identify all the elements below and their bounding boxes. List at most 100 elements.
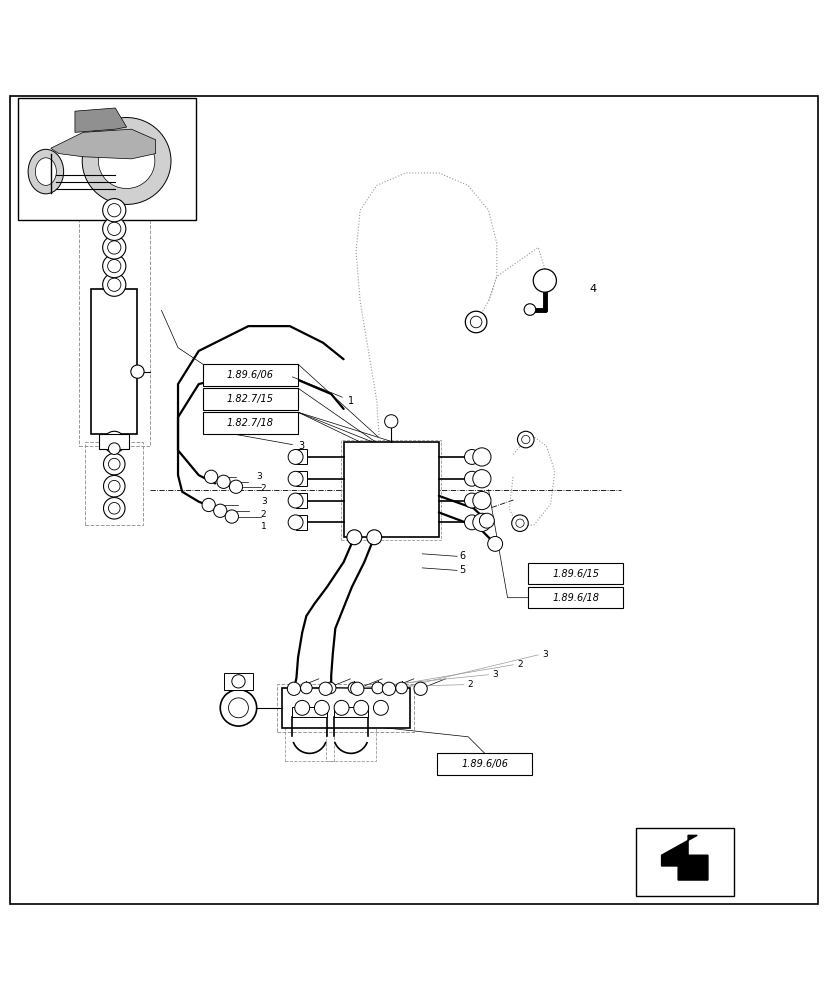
Text: 1.89.6/18: 1.89.6/18 [552,593,599,603]
Bar [292,707,327,717]
Circle shape [228,698,248,718]
Circle shape [382,682,395,695]
Text: 6: 6 [459,551,465,561]
Text: 2: 2 [261,484,266,493]
Bar [203,412,298,434]
Circle shape [204,470,218,483]
Circle shape [108,222,121,235]
Circle shape [103,236,126,259]
Circle shape [108,502,120,514]
Bar [295,471,307,486]
Circle shape [288,471,303,486]
Circle shape [479,513,494,528]
Circle shape [366,530,381,545]
Bar [99,434,129,449]
Circle shape [232,675,245,688]
Text: 1.89.6/06: 1.89.6/06 [461,759,508,769]
Text: 2: 2 [467,680,473,689]
Circle shape [229,480,242,493]
Bar [333,707,368,717]
Bar [341,440,441,540]
Circle shape [395,682,407,694]
Bar [295,493,307,508]
Circle shape [287,682,300,695]
Ellipse shape [28,149,64,194]
Circle shape [225,510,238,523]
Text: 1.82.7/15: 1.82.7/15 [227,394,274,404]
Circle shape [288,515,303,530]
Circle shape [108,204,121,217]
Bar [203,364,298,386]
Circle shape [470,316,481,328]
Circle shape [347,530,361,545]
Circle shape [202,498,215,512]
Bar [18,98,196,220]
Circle shape [217,475,230,488]
Circle shape [472,513,490,531]
Bar [343,442,438,537]
Circle shape [472,470,490,488]
Bar [326,707,375,761]
Bar [284,707,334,761]
Circle shape [300,682,312,694]
Text: 1.89.6/06: 1.89.6/06 [227,370,274,380]
Circle shape [373,700,388,715]
Circle shape [108,241,121,254]
Circle shape [517,431,533,448]
Bar [79,210,150,446]
Circle shape [288,449,303,464]
Circle shape [350,682,364,695]
Text: 3: 3 [492,670,498,679]
Circle shape [464,471,479,486]
Text: 3: 3 [234,434,304,451]
Circle shape [103,254,126,278]
Circle shape [464,449,479,464]
Circle shape [108,259,121,273]
Bar [528,587,623,608]
Circle shape [348,682,360,694]
Text: 3: 3 [261,497,266,506]
Bar [295,449,307,464]
Circle shape [103,431,125,453]
Circle shape [515,519,523,527]
Circle shape [384,415,397,428]
Text: 1.82.7/18: 1.82.7/18 [227,418,274,428]
Polygon shape [661,835,707,880]
Polygon shape [50,129,155,159]
Circle shape [414,682,427,695]
Circle shape [131,365,144,378]
Circle shape [324,682,336,694]
Circle shape [103,453,125,475]
Circle shape [108,458,120,470]
Bar [277,684,414,732]
Bar [203,388,298,410]
Text: 3: 3 [256,472,262,481]
Circle shape [294,700,309,715]
Circle shape [334,700,349,715]
Ellipse shape [82,118,171,204]
Circle shape [521,435,529,444]
Circle shape [353,700,368,715]
Circle shape [108,436,120,448]
Circle shape [108,480,120,492]
Text: 1: 1 [261,522,266,531]
Bar [528,563,623,584]
Circle shape [533,269,556,292]
Ellipse shape [98,133,155,189]
Circle shape [464,493,479,508]
Circle shape [523,304,535,315]
Circle shape [108,443,120,454]
Circle shape [108,278,121,291]
Circle shape [371,682,383,694]
Text: 5: 5 [459,565,466,575]
Text: 1.89.6/15: 1.89.6/15 [552,569,599,579]
Circle shape [103,273,126,296]
Circle shape [472,491,490,510]
Circle shape [465,311,486,333]
Bar [281,688,409,728]
Bar [85,442,143,525]
Circle shape [288,493,303,508]
Circle shape [103,199,126,222]
Bar [437,753,532,775]
Circle shape [103,498,125,519]
